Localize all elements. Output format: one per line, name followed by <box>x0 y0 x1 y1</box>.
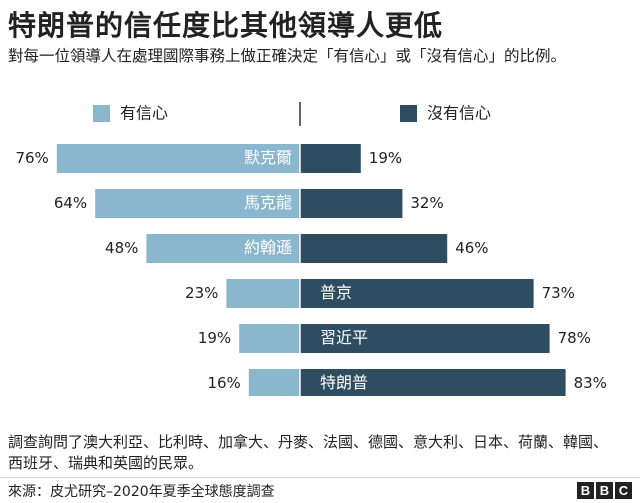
legend-label-not-confident: 沒有信心 <box>427 104 491 123</box>
footnote: 調查詢問了澳大利亞、比利時、加拿大、丹麥、法國、德國、意大利、日本、荷蘭、韓國、… <box>8 433 609 472</box>
bar-not-confident <box>300 189 403 218</box>
value-label-confident: 23% <box>185 284 218 302</box>
source-text: 來源：皮尤研究–2020年夏季全球態度調查 <box>8 484 275 500</box>
legend-label-confident: 有信心 <box>120 104 168 123</box>
bar-not-confident <box>300 144 361 173</box>
value-label-not-confident: 83% <box>574 374 607 392</box>
legend: 有信心 沒有信心 <box>93 102 491 126</box>
bar-confident <box>95 189 300 218</box>
bar-confident <box>146 234 300 263</box>
value-label-not-confident: 19% <box>369 149 402 167</box>
value-label-not-confident: 78% <box>558 329 591 347</box>
chart-title: 特朗普的信任度比其他領導人更低 <box>8 9 444 42</box>
category-label: 普京 <box>320 283 352 302</box>
category-label: 默克爾 <box>244 148 292 167</box>
legend-swatch-not-confident <box>400 105 417 122</box>
bbc-logo: B B C <box>577 482 632 499</box>
value-label-confident: 76% <box>15 149 48 167</box>
value-label-not-confident: 73% <box>542 284 575 302</box>
logo-letter: B <box>577 482 594 499</box>
bar-confident <box>56 144 300 173</box>
bar-confident <box>239 324 300 353</box>
value-label-confident: 16% <box>207 374 240 392</box>
category-label: 約翰遜 <box>244 238 292 257</box>
logo-letter: C <box>615 482 632 499</box>
category-label: 馬克龍 <box>244 193 292 212</box>
source-divider <box>0 477 640 478</box>
category-label: 習近平 <box>320 328 368 347</box>
bar-not-confident <box>300 369 566 396</box>
bars-group: 76% 19% 默克爾 64% 32% 馬克龍 48% 46% 約翰遜 23% 73% 普京 19% 78… <box>15 144 607 396</box>
bar-not-confident <box>300 234 448 263</box>
logo-letter: B <box>596 482 613 499</box>
value-label-confident: 48% <box>105 239 138 257</box>
category-label: 特朗普 <box>320 373 368 392</box>
value-label-confident: 19% <box>198 329 231 347</box>
value-label-confident: 64% <box>54 194 87 212</box>
legend-swatch-confident <box>93 105 110 122</box>
bar-not-confident <box>300 324 550 353</box>
chart-subtitle: 對每一位領導人在處理國際事務上做正確決定「有信心」或「沒有信心」的比例。 <box>8 47 567 65</box>
value-label-not-confident: 32% <box>410 194 443 212</box>
diverging-bar-chart: 有信心 沒有信心 76% 19% 默克爾 64% 32% 馬克龍 48% 46% 約翰遜 23% 73… <box>15 102 607 396</box>
bar-not-confident <box>300 279 534 308</box>
value-label-not-confident: 46% <box>455 239 488 257</box>
bar-confident <box>226 279 300 308</box>
bar-confident <box>248 369 300 396</box>
